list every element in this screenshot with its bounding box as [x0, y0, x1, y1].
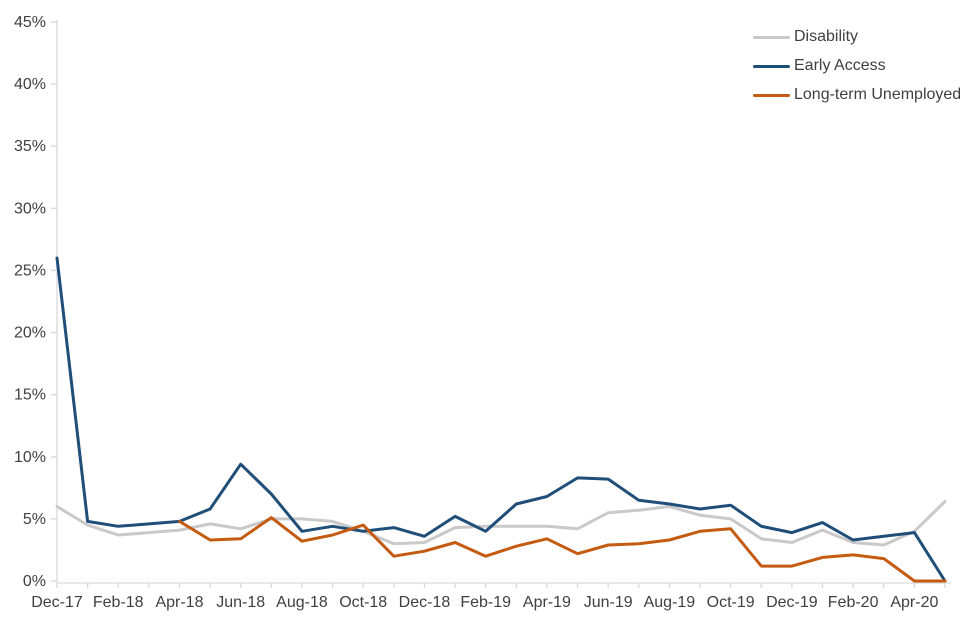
x-tick-label: Aug-18 [276, 594, 328, 611]
y-tick-label: 0% [23, 573, 46, 590]
legend-item-disability: Disability [753, 27, 960, 47]
x-tick-label: Apr-18 [155, 594, 203, 611]
series-line-long-term-unemployed [178, 516, 947, 583]
series-line-early-access [55, 256, 947, 583]
legend-label-disability: Disability [794, 28, 859, 45]
y-tick-label: 40% [14, 76, 46, 93]
x-tick-label: Feb-19 [460, 594, 511, 611]
x-tick-label: Dec-17 [31, 594, 83, 611]
legend-item-long-term-unemployed: Long-term Unemployed [753, 85, 960, 105]
y-tick-label: 35% [14, 138, 46, 155]
y-tick-label: 5% [23, 511, 46, 528]
legend-item-early-access: Early Access [753, 56, 960, 76]
y-tick-label: 20% [14, 325, 46, 342]
x-tick-label: Dec-19 [766, 594, 818, 611]
early-access-line-swatch [753, 64, 790, 68]
long-term-unemployed-line-swatch [753, 93, 790, 97]
y-tick-label: 45% [14, 14, 46, 31]
x-tick-label: Oct-18 [339, 594, 387, 611]
x-tick-label: Oct-19 [707, 594, 755, 611]
x-tick-label: Dec-18 [399, 594, 451, 611]
legend-label-early-access: Early Access [794, 57, 886, 74]
y-tick-label: 25% [14, 262, 46, 279]
legend-label-long-term-unemployed: Long-term Unemployed [794, 86, 960, 103]
x-tick-label: Apr-19 [523, 594, 571, 611]
x-tick-label: Jun-19 [584, 594, 633, 611]
x-tick-label: Feb-20 [828, 594, 879, 611]
x-tick-label: Aug-19 [644, 594, 696, 611]
x-tick-label: Jun-18 [216, 594, 265, 611]
y-tick-label: 30% [14, 200, 46, 217]
disability-line-swatch [753, 35, 790, 39]
x-tick-label: Feb-18 [93, 594, 144, 611]
y-tick-label: 10% [14, 449, 46, 466]
x-tick-label: Apr-20 [890, 594, 938, 611]
y-tick-label: 15% [14, 387, 46, 404]
series-line-disability [55, 500, 947, 547]
legend: Disability Early Access Long-term Unempl… [753, 27, 960, 105]
